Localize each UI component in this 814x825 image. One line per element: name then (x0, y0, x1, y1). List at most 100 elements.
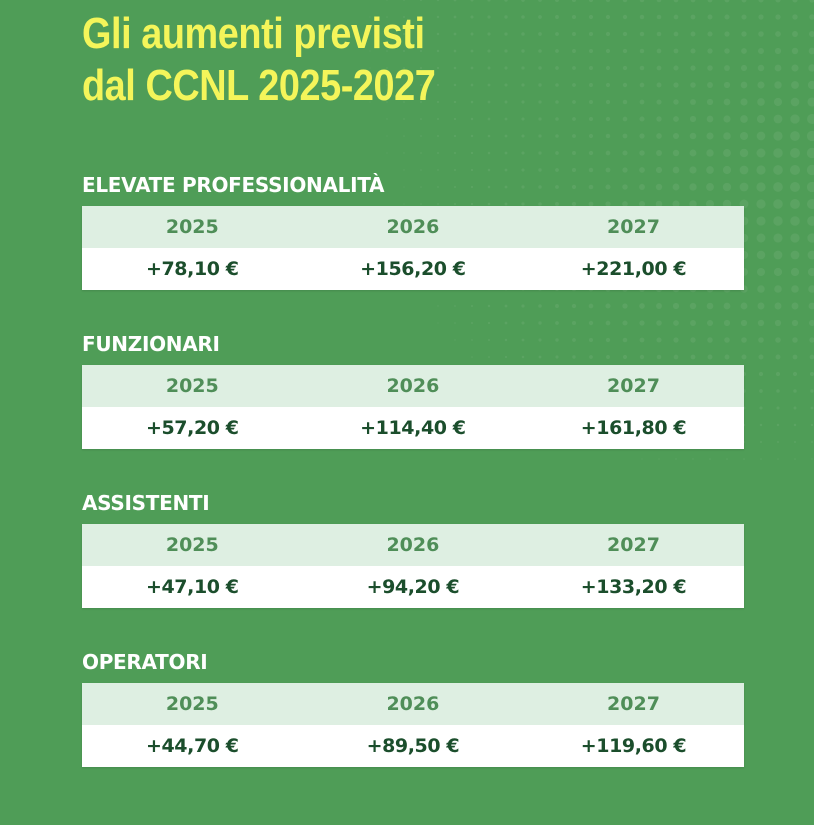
background-dot (756, 114, 766, 124)
background-dot (707, 14, 713, 20)
background-dot (538, 49, 542, 53)
background-dot (487, 15, 491, 19)
year-cell: 2025 (165, 534, 219, 556)
background-dot (521, 134, 525, 138)
background-dot (774, 319, 782, 327)
background-dot (757, 81, 765, 89)
background-dot (555, 117, 559, 121)
background-dot (759, 406, 763, 410)
increase-table: 2025 2026 2027 +47,10 € +94,20 € +133,20… (82, 524, 744, 608)
background-dot (741, 31, 747, 37)
background-dot (707, 0, 713, 3)
background-dot (723, 115, 731, 123)
value-cell: +133,20 € (580, 576, 687, 598)
background-dot (658, 458, 660, 460)
background-dot (689, 115, 697, 123)
background-dot (504, 83, 508, 87)
background-dot (756, 182, 766, 192)
background-dot (756, 250, 766, 260)
background-dot (588, 133, 594, 139)
background-dot (673, 31, 679, 37)
page-title: Gli aumenti previsti dal CCNL 2025-2027 (82, 8, 436, 112)
background-dot (504, 151, 508, 155)
background-dot (810, 423, 814, 427)
background-dot (724, 14, 730, 20)
background-dot (436, 49, 440, 53)
background-dot (789, 181, 801, 193)
background-dot (487, 49, 491, 53)
background-dot (807, 80, 814, 90)
background-dot (555, 151, 559, 155)
background-dot (588, 31, 594, 37)
background-dot (622, 82, 628, 88)
background-dot (487, 304, 491, 308)
background-dot (794, 458, 796, 460)
background-dot (807, 114, 814, 124)
background-dot (538, 304, 542, 308)
background-dot (790, 216, 800, 226)
background-dot (639, 116, 645, 122)
background-dot (758, 0, 764, 3)
background-dot (793, 423, 797, 427)
background-dot (794, 441, 796, 443)
section-elevate-professionalita: ELEVATE PROFESSIONALITÀ 2025 2026 2027 +… (82, 170, 744, 290)
year-cell: 2027 (607, 534, 660, 556)
background-dot (622, 14, 628, 20)
background-dot (470, 134, 474, 138)
background-dot (789, 164, 801, 176)
background-dot (470, 0, 474, 2)
background-dot (792, 0, 798, 3)
background-dot (555, 0, 559, 2)
background-dot (504, 304, 508, 308)
year-header-row: 2025 2026 2027 (82, 524, 744, 566)
background-dot (810, 406, 814, 410)
background-dot (723, 98, 731, 106)
background-dot (690, 99, 696, 105)
year-cell: 2026 (386, 216, 440, 238)
background-dot (572, 83, 576, 87)
background-dot (756, 148, 766, 158)
background-dot (588, 48, 594, 54)
background-dot (538, 100, 542, 104)
background-dot (504, 32, 508, 36)
background-dot (571, 320, 577, 326)
background-dot (605, 150, 611, 156)
background-dot (743, 458, 745, 460)
background-dot (777, 458, 779, 460)
background-dot (707, 31, 713, 37)
background-dot (756, 165, 766, 175)
background-dot (572, 100, 576, 104)
background-dot (419, 0, 423, 2)
background-dot (504, 49, 508, 53)
background-dot (775, 0, 781, 3)
background-dot (774, 47, 782, 55)
background-dot (605, 303, 611, 309)
background-dot (538, 0, 542, 2)
background-dot (707, 48, 713, 54)
background-dot (756, 199, 766, 209)
background-dot (756, 216, 766, 226)
background-dot (470, 66, 474, 70)
background-dot (622, 48, 628, 54)
background-dot (673, 82, 679, 88)
background-dot (757, 98, 765, 106)
background-dot (639, 48, 645, 54)
background-dot (790, 267, 800, 277)
background-dot (792, 354, 798, 360)
background-dot (773, 97, 783, 107)
background-dot (454, 305, 456, 307)
background-dot (436, 66, 440, 70)
background-dot (807, 216, 814, 226)
background-dot (437, 322, 439, 324)
background-dot (791, 319, 799, 327)
background-dot (504, 134, 508, 138)
background-dot (673, 0, 679, 3)
background-dot (470, 117, 474, 121)
background-dot (791, 81, 799, 89)
background-dot (436, 83, 440, 87)
background-dot (555, 66, 559, 70)
background-dot (487, 83, 491, 87)
background-dot (605, 320, 611, 326)
background-dot (470, 100, 474, 104)
value-row: +57,20 € +114,40 € +161,80 € (82, 407, 744, 449)
